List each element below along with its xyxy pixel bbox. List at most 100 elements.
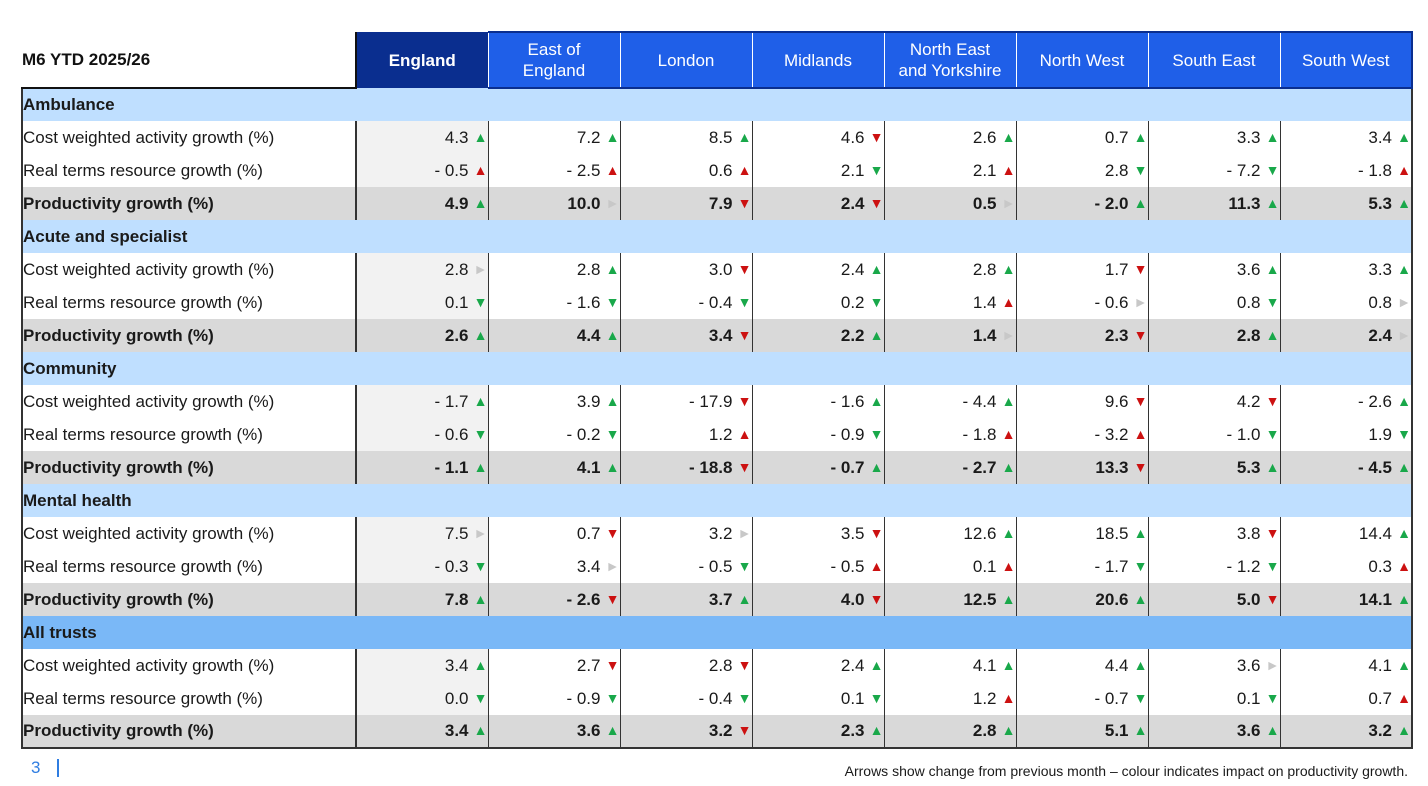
cell-value: - 4.5 <box>1357 457 1392 477</box>
value-cell: 3.4 ▲ <box>355 715 488 749</box>
cell-value: - 0.5 <box>698 556 733 576</box>
cell-value: 3.3 <box>1236 127 1261 147</box>
arrow-up-icon: ▲ <box>1133 425 1148 442</box>
cell-value: 2.8 <box>1236 325 1261 345</box>
value-cell: 1.7 ▼ <box>1015 253 1148 286</box>
column-header-line: London <box>657 50 715 70</box>
value-cell: 2.7 ▼ <box>487 649 620 682</box>
cell-value: 3.3 <box>1368 259 1392 279</box>
cell-value: 3.6 <box>1236 655 1261 675</box>
value-cell: 4.3 ▲ <box>355 121 488 154</box>
value-cell: 0.1 ▼ <box>355 286 488 319</box>
arrow-up-icon: ▲ <box>1265 194 1280 211</box>
cell-value: 5.3 <box>1368 193 1392 213</box>
value-cell: - 1.2 ▼ <box>1147 550 1280 583</box>
value-cell: 10.0 ► <box>487 187 620 220</box>
arrow-down-icon: ▼ <box>737 392 752 409</box>
arrow-up-icon: ▲ <box>1133 656 1148 673</box>
arrow-flat-icon: ► <box>1397 326 1411 343</box>
value-cell: 2.8 ▼ <box>1015 154 1148 187</box>
arrow-down-icon: ▼ <box>605 689 620 706</box>
arrow-down-icon: ▼ <box>1133 161 1148 178</box>
table-row: Productivity growth (%) 4.9 ▲ 10.0 ► 7.9 ▼ 2.4 ▼… <box>21 187 1413 220</box>
cell-value: 3.6 <box>1236 721 1261 740</box>
arrow-up-icon: ▲ <box>869 326 884 343</box>
value-cell: 3.2 ▼ <box>619 715 752 749</box>
column-header: North East and Yorkshire <box>883 31 1016 89</box>
value-cell: 3.4 ▲ <box>355 649 488 682</box>
value-cell: - 0.5 ▼ <box>619 550 752 583</box>
arrow-down-icon: ▼ <box>1133 326 1148 343</box>
value-cell: 2.2 ▲ <box>751 319 884 352</box>
arrow-up-icon: ▲ <box>869 722 884 738</box>
value-cell: 3.6 ▲ <box>1147 253 1280 286</box>
arrow-up-icon: ▲ <box>605 722 620 738</box>
arrow-down-icon: ▼ <box>869 128 884 145</box>
value-cell: 2.4 ► <box>1279 319 1413 352</box>
value-cell: - 1.0 ▼ <box>1147 418 1280 451</box>
value-cell: 0.5 ► <box>883 187 1016 220</box>
arrow-up-icon: ▲ <box>737 590 752 607</box>
cell-value: - 2.0 <box>1094 193 1129 213</box>
cell-value: 2.3 <box>840 721 865 740</box>
arrow-down-icon: ▼ <box>605 590 620 607</box>
table-row: Productivity growth (%) 2.6 ▲ 4.4 ▲ 3.4 ▼ 2.2 ▲ 1… <box>21 319 1413 352</box>
arrow-down-icon: ▼ <box>869 194 884 211</box>
value-cell: 2.3 ▼ <box>1015 319 1148 352</box>
cell-value: - 0.5 <box>434 160 469 180</box>
value-cell: 2.3 ▲ <box>751 715 884 749</box>
cell-value: 0.1 <box>972 556 997 576</box>
row-label: Productivity growth (%) <box>21 187 356 220</box>
value-cell: 2.6 ▲ <box>355 319 488 352</box>
table-row: Cost weighted activity growth (%) 2.8 ► 2.8… <box>21 253 1413 286</box>
cell-value: 5.3 <box>1236 457 1261 477</box>
value-cell: - 0.4 ▼ <box>619 286 752 319</box>
value-cell: 11.3 ▲ <box>1147 187 1280 220</box>
cell-value: 4.1 <box>1368 655 1392 675</box>
column-header-line: North West <box>1039 50 1125 70</box>
table-body: Ambulance Cost weighted activity growth (… <box>21 88 1413 749</box>
column-header-line: England <box>522 61 586 80</box>
cell-value: 2.2 <box>840 325 865 345</box>
table-row: Cost weighted activity growth (%) 4.3 ▲ 7.2… <box>21 121 1413 154</box>
cell-value: 4.4 <box>1104 655 1129 675</box>
arrow-down-icon: ▼ <box>869 425 884 442</box>
arrow-down-icon: ▼ <box>737 557 752 574</box>
column-header: South East <box>1147 31 1280 89</box>
cell-value: - 2.6 <box>1357 391 1392 411</box>
row-label: Cost weighted activity growth (%) <box>21 517 356 550</box>
arrow-flat-icon: ► <box>1397 293 1411 310</box>
cell-value: 8.5 <box>708 127 733 147</box>
table-row: Real terms resource growth (%) 0.1 ▼ - 1.6 ▼… <box>21 286 1413 319</box>
column-header: South West <box>1279 31 1413 89</box>
value-cell: 4.4 ▲ <box>1015 649 1148 682</box>
value-cell: 7.2 ▲ <box>487 121 620 154</box>
cell-value: 9.6 <box>1104 391 1129 411</box>
value-cell: 3.9 ▲ <box>487 385 620 418</box>
section-row: All trusts <box>21 616 1413 649</box>
arrow-up-icon: ▲ <box>473 458 488 475</box>
arrow-flat-icon: ► <box>605 557 620 574</box>
cell-value: 3.8 <box>1236 523 1261 543</box>
arrow-down-icon: ▼ <box>869 590 884 607</box>
table-row: Real terms resource growth (%) - 0.3 ▼ 3.4 ►… <box>21 550 1413 583</box>
table-title: M6 YTD 2025/26 <box>22 32 356 89</box>
arrow-down-icon: ▼ <box>1265 392 1280 409</box>
cell-value: - 0.6 <box>434 424 469 444</box>
cell-value: - 1.0 <box>1226 424 1261 444</box>
value-cell: 0.7 ▲ <box>1279 682 1413 715</box>
cell-value: 3.4 <box>444 655 469 675</box>
cell-value: 2.6 <box>444 325 469 345</box>
arrow-down-icon: ▼ <box>737 656 752 673</box>
value-cell: 3.2 ► <box>619 517 752 550</box>
arrow-up-icon: ▲ <box>1001 128 1016 145</box>
section-title: All trusts <box>21 616 1413 649</box>
section-title: Acute and specialist <box>21 220 1413 253</box>
row-label: Productivity growth (%) <box>21 319 356 352</box>
section-title: Mental health <box>21 484 1413 517</box>
arrow-up-icon: ▲ <box>1397 722 1411 738</box>
value-cell: 0.7 ▲ <box>1015 121 1148 154</box>
arrow-down-icon: ▼ <box>869 689 884 706</box>
cell-value: 1.4 <box>972 292 997 312</box>
value-cell: 2.1 ▼ <box>751 154 884 187</box>
